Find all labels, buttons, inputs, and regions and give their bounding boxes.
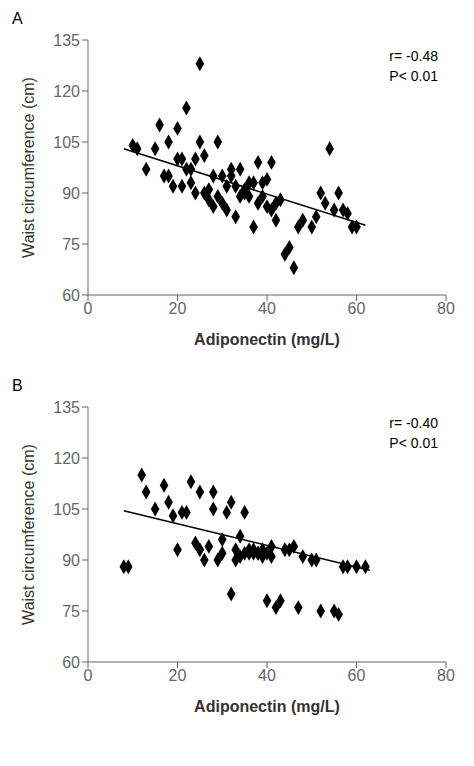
svg-text:Waist circumference (cm): Waist circumference (cm) <box>20 77 37 258</box>
svg-text:80: 80 <box>437 667 455 684</box>
svg-text:Adiponectin (mg/L): Adiponectin (mg/L) <box>194 331 340 348</box>
html-text:P< 0.01: P< 0.01 <box>389 68 438 84</box>
svg-text:120: 120 <box>53 83 80 100</box>
svg-text:Waist circumference (cm): Waist circumference (cm) <box>20 444 37 625</box>
html-text:A: A <box>12 10 23 27</box>
html-text:P< 0.01: P< 0.01 <box>389 435 438 451</box>
svg-text:75: 75 <box>62 603 80 620</box>
svg-text:105: 105 <box>53 501 80 518</box>
svg-text:20: 20 <box>169 300 187 317</box>
svg-text:135: 135 <box>53 32 80 49</box>
svg-text:60: 60 <box>62 287 80 304</box>
svg-text:120: 120 <box>53 450 80 467</box>
svg-text:40: 40 <box>258 300 276 317</box>
svg-text:0: 0 <box>84 667 93 684</box>
svg-text:20: 20 <box>169 667 187 684</box>
html-text:B: B <box>12 377 23 394</box>
svg-text:90: 90 <box>62 552 80 569</box>
html-text:r= -0.48: r= -0.48 <box>389 48 438 64</box>
html-text:r= -0.40: r= -0.40 <box>389 415 438 431</box>
svg-text:90: 90 <box>62 185 80 202</box>
svg-text:60: 60 <box>62 654 80 671</box>
svg-text:135: 135 <box>53 399 80 416</box>
svg-text:Adiponectin (mg/L): Adiponectin (mg/L) <box>194 698 340 715</box>
svg-text:40: 40 <box>258 667 276 684</box>
svg-text:105: 105 <box>53 134 80 151</box>
svg-text:60: 60 <box>348 667 366 684</box>
svg-text:80: 80 <box>437 300 455 317</box>
svg-text:0: 0 <box>84 300 93 317</box>
svg-text:75: 75 <box>62 236 80 253</box>
svg-text:60: 60 <box>348 300 366 317</box>
